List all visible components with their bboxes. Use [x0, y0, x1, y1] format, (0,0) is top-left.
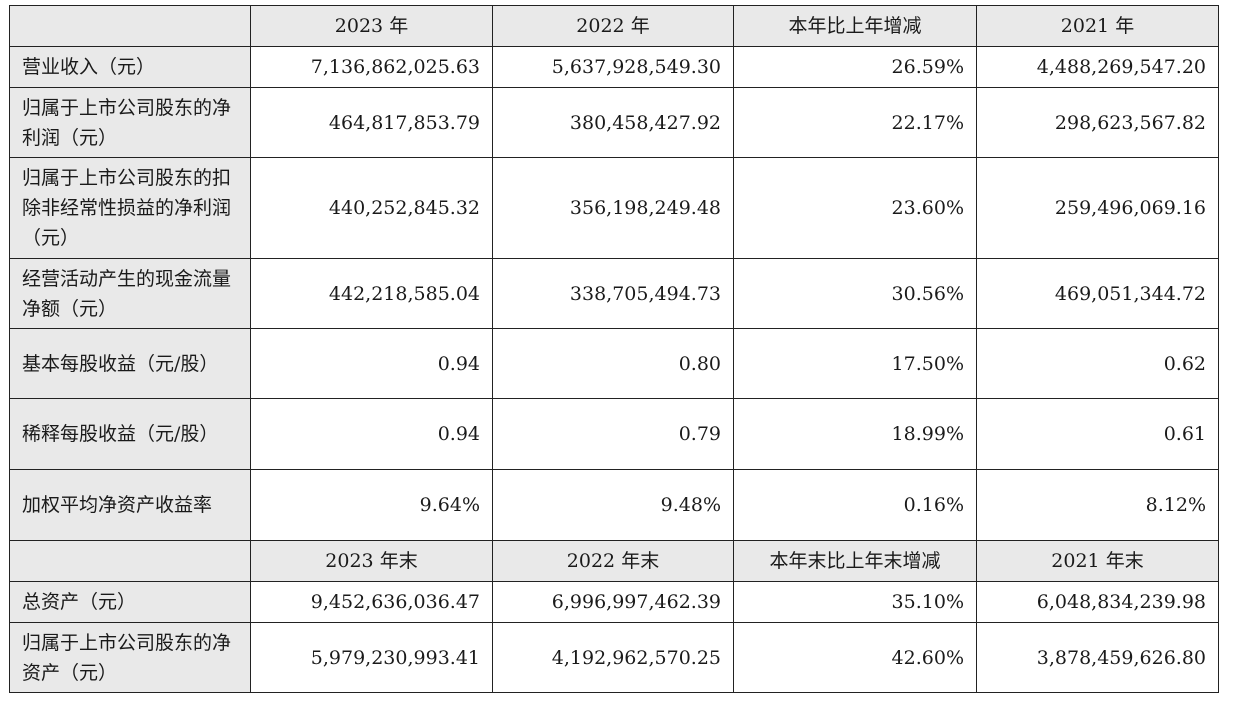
value-cell: 0.62	[976, 328, 1219, 399]
value-cell: 6,996,997,462.39	[492, 581, 734, 623]
value-cell: 30.56%	[733, 258, 977, 329]
header-cell: 2021 年末	[976, 540, 1219, 582]
row-label: 总资产（元）	[9, 581, 251, 623]
header-cell: 2023 年末	[250, 540, 493, 582]
row-label: 归属于上市公司股东的净利润（元）	[9, 87, 251, 158]
value-cell: 0.16%	[733, 469, 977, 541]
value-cell: 0.61	[976, 398, 1219, 470]
table-row: 稀释每股收益（元/股） 0.94 0.79 18.99% 0.61	[9, 398, 1219, 470]
value-cell: 259,496,069.16	[976, 157, 1219, 259]
value-cell: 4,488,269,547.20	[976, 46, 1219, 88]
value-cell: 0.79	[492, 398, 734, 470]
header-corner-cell	[9, 5, 251, 47]
value-cell: 464,817,853.79	[250, 87, 493, 158]
row-label: 加权平均净资产收益率	[9, 469, 251, 541]
value-cell: 0.80	[492, 328, 734, 399]
value-cell: 35.10%	[733, 581, 977, 623]
header-cell: 2022 年末	[492, 540, 734, 582]
header-cell: 本年末比上年末增减	[733, 540, 977, 582]
table-row: 总资产（元） 9,452,636,036.47 6,996,997,462.39…	[9, 581, 1219, 623]
value-cell: 9,452,636,036.47	[250, 581, 493, 623]
value-cell: 8.12%	[976, 469, 1219, 541]
header-cell: 2021 年	[976, 5, 1219, 47]
value-cell: 6,048,834,239.98	[976, 581, 1219, 623]
table-row: 基本每股收益（元/股） 0.94 0.80 17.50% 0.62	[9, 328, 1219, 399]
row-label: 基本每股收益（元/股）	[9, 328, 251, 399]
value-cell: 0.94	[250, 398, 493, 470]
value-cell: 26.59%	[733, 46, 977, 88]
header-corner-cell	[9, 540, 251, 582]
value-cell: 42.60%	[733, 622, 977, 693]
table-row: 归属于上市公司股东的净资产（元） 5,979,230,993.41 4,192,…	[9, 622, 1219, 693]
value-cell: 5,979,230,993.41	[250, 622, 493, 693]
row-label: 稀释每股收益（元/股）	[9, 398, 251, 470]
row-label: 营业收入（元）	[9, 46, 251, 88]
value-cell: 4,192,962,570.25	[492, 622, 734, 693]
header-cell: 本年比上年增减	[733, 5, 977, 47]
header-cell: 2023 年	[250, 5, 493, 47]
value-cell: 9.48%	[492, 469, 734, 541]
row-label: 归属于上市公司股东的扣除非经常性损益的净利润（元）	[9, 157, 251, 259]
table-row: 加权平均净资产收益率 9.64% 9.48% 0.16% 8.12%	[9, 469, 1219, 541]
value-cell: 356,198,249.48	[492, 157, 734, 259]
value-cell: 17.50%	[733, 328, 977, 399]
value-cell: 0.94	[250, 328, 493, 399]
header-row: 2023 年末 2022 年末 本年末比上年末增减 2021 年末	[9, 540, 1219, 582]
value-cell: 22.17%	[733, 87, 977, 158]
financial-summary-table: 2023 年 2022 年 本年比上年增减 2021 年 营业收入（元） 7,1…	[9, 5, 1219, 693]
value-cell: 442,218,585.04	[250, 258, 493, 329]
value-cell: 18.99%	[733, 398, 977, 470]
value-cell: 23.60%	[733, 157, 977, 259]
header-row: 2023 年 2022 年 本年比上年增减 2021 年	[9, 5, 1219, 47]
value-cell: 440,252,845.32	[250, 157, 493, 259]
table-row: 归属于上市公司股东的扣除非经常性损益的净利润（元） 440,252,845.32…	[9, 157, 1219, 259]
value-cell: 9.64%	[250, 469, 493, 541]
table-row: 归属于上市公司股东的净利润（元） 464,817,853.79 380,458,…	[9, 87, 1219, 158]
value-cell: 5,637,928,549.30	[492, 46, 734, 88]
table-row: 经营活动产生的现金流量净额（元） 442,218,585.04 338,705,…	[9, 258, 1219, 329]
value-cell: 380,458,427.92	[492, 87, 734, 158]
table-row: 营业收入（元） 7,136,862,025.63 5,637,928,549.3…	[9, 46, 1219, 88]
value-cell: 298,623,567.82	[976, 87, 1219, 158]
value-cell: 7,136,862,025.63	[250, 46, 493, 88]
row-label: 经营活动产生的现金流量净额（元）	[9, 258, 251, 329]
value-cell: 338,705,494.73	[492, 258, 734, 329]
header-cell: 2022 年	[492, 5, 734, 47]
row-label: 归属于上市公司股东的净资产（元）	[9, 622, 251, 693]
value-cell: 3,878,459,626.80	[976, 622, 1219, 693]
value-cell: 469,051,344.72	[976, 258, 1219, 329]
